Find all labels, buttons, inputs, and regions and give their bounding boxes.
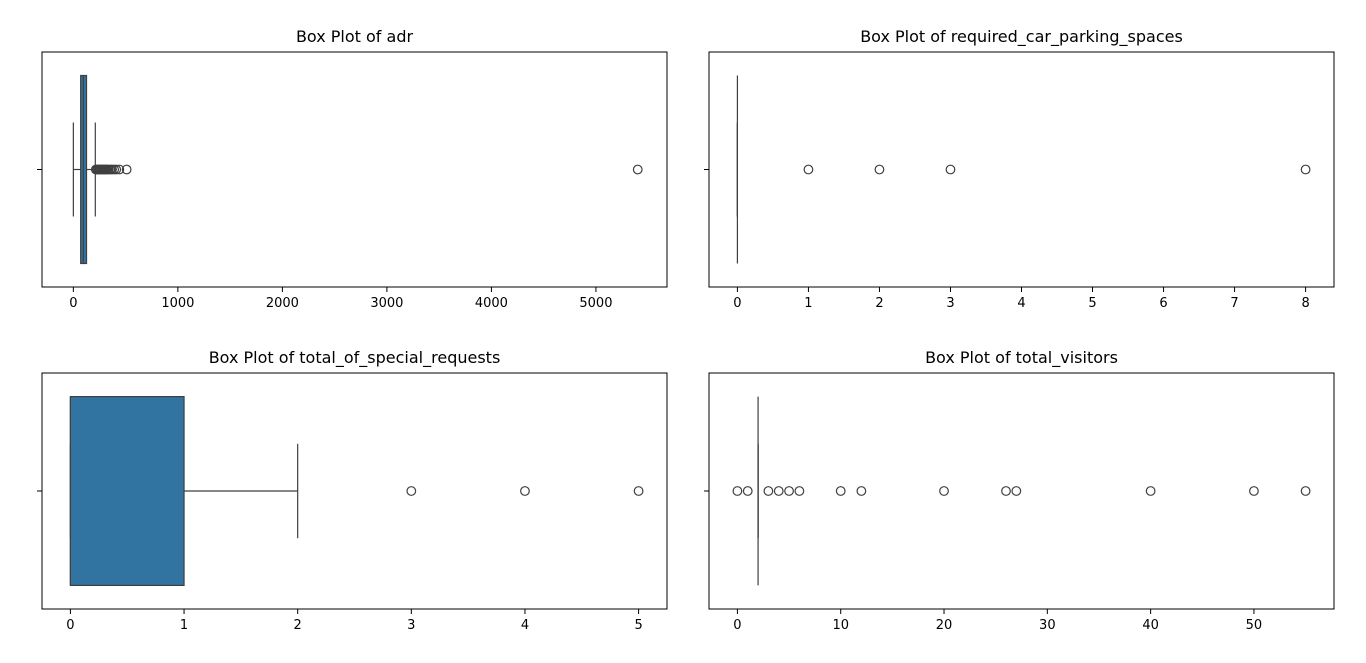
- x-tick-label: 0: [733, 296, 741, 311]
- x-tick-label: 50: [1246, 618, 1263, 633]
- outlier-point: [1300, 164, 1311, 175]
- subplot-title: Box Plot of total_of_special_requests: [209, 348, 501, 368]
- x-tick-label: 1: [804, 296, 812, 311]
- x-tick-label: 2: [294, 618, 302, 633]
- x-tick-label: 2000: [266, 296, 299, 311]
- x-tick-label: 7: [1230, 296, 1238, 311]
- outlier-point: [406, 486, 417, 496]
- outlier-point: [520, 486, 530, 496]
- x-tick-label: 5000: [579, 296, 612, 311]
- x-tick-label: 8: [1301, 296, 1309, 311]
- subplot-title: Box Plot of total_visitors: [925, 348, 1118, 368]
- x-tick-label: 3: [407, 618, 415, 633]
- x-tick-label: 0: [66, 618, 74, 633]
- outlier-point: [856, 486, 867, 496]
- x-tick-label: 4: [1017, 296, 1025, 311]
- outlier-point: [1300, 486, 1311, 496]
- subplot-title: Box Plot of required_car_parking_spaces: [860, 27, 1183, 47]
- x-tick-label: 0: [69, 296, 77, 311]
- x-tick-label: 40: [1142, 618, 1159, 633]
- outlier-point: [763, 486, 774, 496]
- x-tick-label: 3000: [370, 296, 403, 311]
- outlier-point: [773, 486, 784, 496]
- outlier-point: [1001, 486, 1011, 496]
- x-tick-label: 2: [875, 296, 883, 311]
- outlier-point: [803, 164, 814, 175]
- axes-frame: [708, 372, 1335, 610]
- x-tick-label: 5: [634, 618, 642, 633]
- outlier-point: [835, 486, 846, 496]
- axes-frame: [708, 51, 1335, 288]
- x-tick-label: 3: [946, 296, 954, 311]
- outlier-point: [1011, 486, 1022, 496]
- outlier-point: [1145, 486, 1156, 496]
- outlier-point: [794, 486, 805, 496]
- subplot-4: Box Plot of total_visitors 0 10 20 30 40 50: [704, 348, 1335, 633]
- subplot-1: Box Plot of adr 0 1000 2000 3000 4000 5000: [37, 27, 668, 311]
- x-tick-label: 4000: [475, 296, 508, 311]
- subplot-3: Box Plot of total_of_special_requests 0 1 2…: [37, 348, 668, 633]
- x-tick-label: 1: [180, 618, 188, 633]
- x-tick-label: 1000: [161, 296, 194, 311]
- outlier-point: [1249, 486, 1259, 496]
- outlier-point: [874, 164, 885, 175]
- axes-frame: [41, 51, 668, 288]
- outlier-point: [121, 164, 132, 175]
- outlier-point: [742, 486, 753, 496]
- outlier-point: [945, 164, 956, 175]
- outlier-point: [633, 486, 644, 496]
- outlier-point: [732, 486, 743, 496]
- x-tick-label: 0: [733, 618, 741, 633]
- x-tick-label: 6: [1159, 296, 1167, 311]
- outlier-point: [939, 486, 949, 496]
- outlier-point: [632, 164, 643, 175]
- x-tick-label: 5: [1088, 296, 1096, 311]
- box-iqr: [69, 396, 185, 587]
- x-tick-label: 10: [832, 618, 849, 633]
- subplot-2: Box Plot of required_car_parking_spaces 0…: [704, 27, 1335, 311]
- x-tick-label: 4: [521, 618, 529, 633]
- subplot-title: Box Plot of adr: [296, 27, 414, 46]
- outlier-point: [784, 486, 794, 496]
- x-tick-label: 30: [1039, 618, 1056, 633]
- outlier-point: [111, 164, 122, 175]
- outlier-point: [114, 164, 125, 175]
- x-tick-label: 20: [936, 618, 953, 633]
